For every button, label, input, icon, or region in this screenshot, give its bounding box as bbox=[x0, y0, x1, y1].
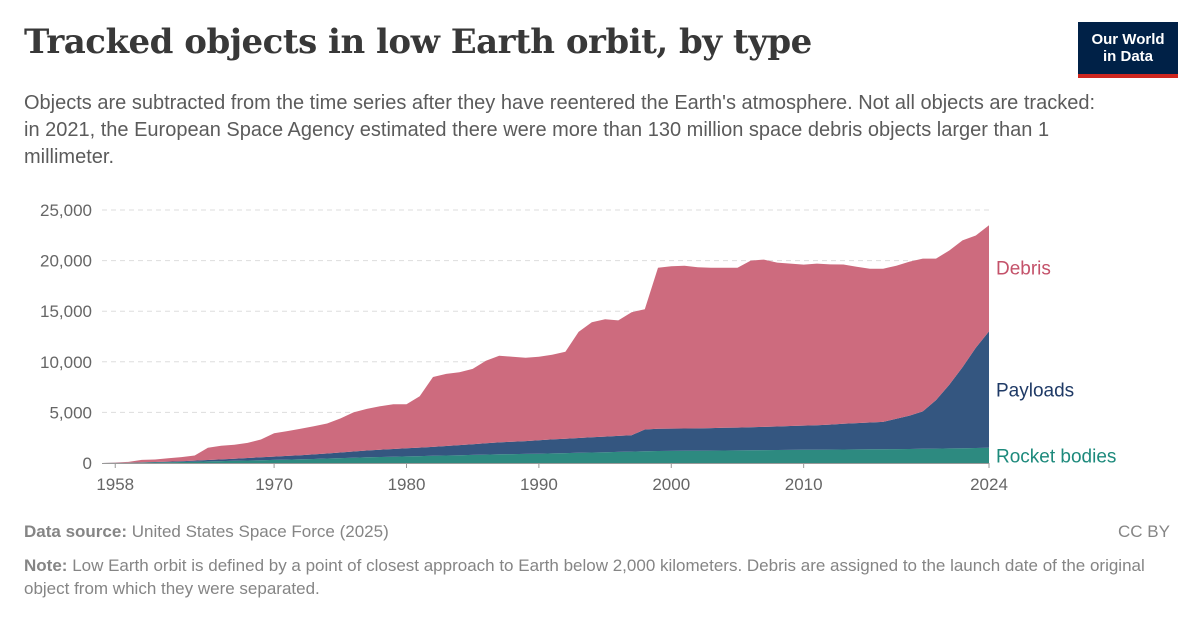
note-label: Note: bbox=[24, 556, 68, 575]
axes: 0 5,000 10,000 15,000 20,000 25,000 1958 1970 19… bbox=[40, 201, 1008, 494]
x-tick-label: 1980 bbox=[388, 475, 426, 494]
x-tick-label: 2024 bbox=[970, 475, 1008, 494]
debris-label: Debris bbox=[996, 259, 1051, 280]
x-tick-label: 1990 bbox=[520, 475, 558, 494]
note-text: Low Earth orbit is defined by a point of… bbox=[24, 556, 1145, 598]
chart-note: Note: Low Earth orbit is defined by a po… bbox=[24, 554, 1174, 600]
y-tick-label: 15,000 bbox=[40, 302, 92, 321]
x-tick-label: 2010 bbox=[785, 475, 823, 494]
source-text[interactable]: United States Space Force (2025) bbox=[131, 522, 389, 541]
y-tick-label: 20,000 bbox=[40, 252, 92, 271]
logo-line-1: Our World bbox=[1091, 31, 1165, 48]
x-tick-label: 1970 bbox=[255, 475, 293, 494]
data-source: Data source: United States Space Force (… bbox=[24, 522, 389, 542]
y-tick-label: 0 bbox=[83, 454, 92, 473]
debris-area bbox=[102, 225, 989, 463]
chart-subtitle: Objects are subtracted from the time ser… bbox=[24, 92, 1096, 168]
series-labels: Rocket bodies Payloads Debris bbox=[996, 259, 1116, 468]
chart-title: Tracked objects in low Earth orbit, by t… bbox=[24, 22, 812, 62]
rocket-bodies-area bbox=[102, 447, 989, 463]
x-tick-label: 2000 bbox=[652, 475, 690, 494]
stacked-area-chart: 0 5,000 10,000 15,000 20,000 25,000 1958 1970 19… bbox=[40, 201, 1116, 494]
rocket-bodies-label: Rocket bodies bbox=[996, 446, 1116, 467]
area-series bbox=[102, 225, 989, 463]
x-tick-label: 1958 bbox=[96, 475, 134, 494]
y-tick-label: 10,000 bbox=[40, 353, 92, 372]
y-tick-label: 25,000 bbox=[40, 201, 92, 220]
payloads-label: Payloads bbox=[996, 381, 1074, 402]
source-label: Data source: bbox=[24, 522, 127, 541]
y-tick-label: 5,000 bbox=[49, 403, 92, 422]
payloads-area bbox=[102, 331, 989, 463]
owid-logo[interactable]: Our World in Data bbox=[1078, 22, 1178, 78]
logo-line-2: in Data bbox=[1102, 48, 1153, 65]
license[interactable]: CC BY bbox=[1118, 522, 1170, 541]
